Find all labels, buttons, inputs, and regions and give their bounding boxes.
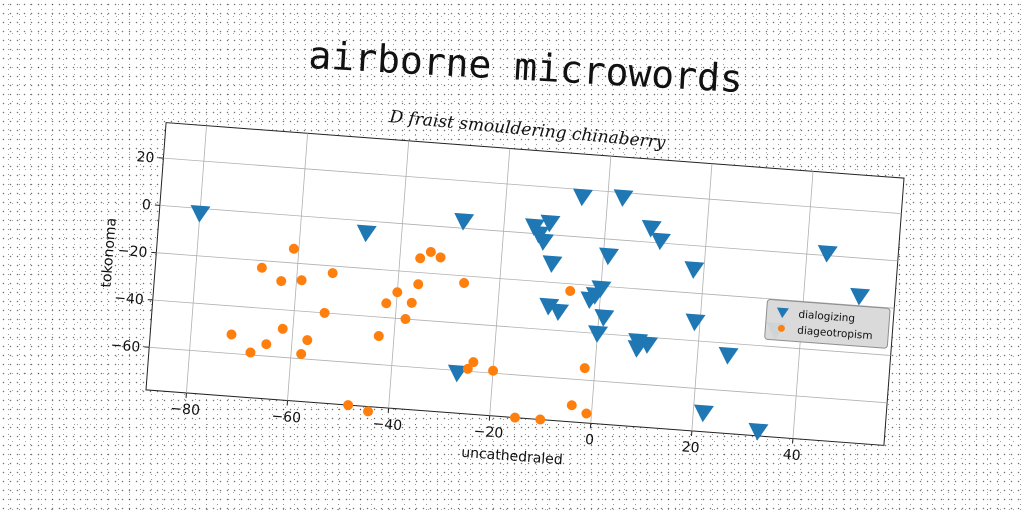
- data-point-diageotropism: [302, 335, 313, 346]
- y-grid-line: [152, 299, 891, 356]
- data-markers: [190, 188, 871, 441]
- grid-lines: [149, 125, 902, 439]
- data-point-diageotropism: [488, 365, 499, 376]
- data-point-dialogizing: [542, 255, 563, 273]
- data-point-dialogizing: [534, 233, 554, 251]
- data-point-dialogizing: [641, 219, 662, 238]
- data-point-diageotropism: [462, 363, 473, 374]
- data-point-diageotropism: [296, 275, 307, 286]
- data-point-dialogizing: [190, 204, 211, 223]
- data-point-diageotropism: [261, 339, 272, 350]
- data-point-dialogizing: [588, 325, 609, 343]
- data-point-diageotropism: [277, 323, 288, 334]
- data-point-diageotropism: [296, 348, 307, 359]
- data-point-diageotropism: [459, 277, 470, 288]
- y-axis-ticks: −60 −40 −20 0 20: [110, 149, 164, 356]
- x-grid-line: [186, 125, 207, 393]
- data-point-diageotropism: [413, 279, 424, 290]
- data-point-dialogizing: [638, 336, 659, 354]
- data-point-diageotropism: [392, 287, 403, 298]
- data-point-dialogizing: [599, 247, 619, 266]
- data-point-dialogizing: [693, 404, 714, 423]
- y-tick-label: 20: [136, 149, 155, 166]
- data-point-dialogizing: [591, 280, 612, 298]
- y-tick-label: −60: [110, 337, 141, 355]
- data-point-diageotropism: [509, 412, 520, 423]
- data-point-dialogizing: [539, 297, 560, 316]
- data-point-dialogizing: [613, 189, 634, 207]
- x-tick-label: −20: [473, 424, 504, 442]
- data-point-dialogizing: [684, 261, 705, 279]
- data-point-dialogizing: [850, 287, 871, 306]
- plot-frame: [145, 122, 905, 446]
- data-point-diageotropism: [256, 262, 267, 273]
- data-point-diageotropism: [415, 253, 426, 264]
- chart-title: airborne microwords: [307, 33, 743, 101]
- x-tick-label: 20: [681, 439, 700, 456]
- x-tick-label: −80: [170, 401, 201, 419]
- data-point-dialogizing: [594, 309, 615, 327]
- data-point-dialogizing: [651, 232, 671, 251]
- y-grid-line: [149, 346, 888, 404]
- data-point-dialogizing: [549, 303, 570, 321]
- data-point-diageotropism: [581, 408, 592, 419]
- data-point-diageotropism: [343, 400, 354, 411]
- data-point-dialogizing: [718, 346, 739, 365]
- legend: dialogizing diageotropism: [764, 298, 891, 349]
- data-point-diageotropism: [319, 307, 330, 318]
- legend-marker-dialogizing: [776, 307, 789, 319]
- y-tick-label: −20: [117, 243, 148, 261]
- data-point-dialogizing: [572, 188, 593, 207]
- data-point-diageotropism: [276, 276, 287, 287]
- data-point-diageotropism: [579, 363, 590, 374]
- data-point-diageotropism: [363, 406, 374, 417]
- data-point-diageotropism: [381, 298, 392, 309]
- legend-label-dialogizing: dialogizing: [798, 309, 855, 325]
- y-grid-line: [163, 157, 902, 214]
- x-tick-label: −60: [271, 408, 302, 426]
- plot-area: −80 −60 −40 −20 0 20 40 −60 −40 −20 0 20 uncathedr…: [99, 122, 905, 469]
- x-tick-label: 0: [584, 432, 594, 449]
- data-point-diageotropism: [245, 347, 256, 358]
- legend-box: [764, 298, 891, 349]
- data-point-diageotropism: [468, 357, 479, 368]
- x-grid-line: [691, 163, 713, 431]
- data-point-diageotropism: [327, 268, 338, 279]
- data-point-diageotropism: [425, 246, 436, 257]
- data-point-diageotropism: [226, 329, 237, 340]
- y-axis-label: tokonoma: [99, 217, 120, 288]
- data-point-diageotropism: [565, 285, 576, 296]
- legend-marker-diageotropism: [777, 324, 785, 332]
- data-point-diageotropism: [406, 297, 417, 308]
- data-point-diageotropism: [288, 243, 299, 254]
- data-point-dialogizing: [685, 313, 706, 332]
- x-axis-ticks: −80 −60 −40 −20 0 20 40: [170, 392, 801, 464]
- y-tick-label: −40: [114, 290, 145, 308]
- data-point-dialogizing: [454, 212, 475, 231]
- x-tick-label: −40: [372, 416, 403, 434]
- x-tick-label: 40: [782, 447, 801, 464]
- data-point-diageotropism: [435, 252, 446, 263]
- y-tick-label: 0: [141, 197, 151, 214]
- data-point-dialogizing: [540, 214, 561, 233]
- x-grid-line: [287, 133, 309, 401]
- data-point-dialogizing: [748, 422, 769, 441]
- data-point-dialogizing: [817, 244, 838, 263]
- legend-label-diageotropism: diageotropism: [797, 325, 873, 343]
- data-point-diageotropism: [373, 331, 384, 342]
- data-point-dialogizing: [356, 224, 377, 243]
- x-grid-line: [388, 140, 410, 409]
- data-point-diageotropism: [535, 414, 546, 425]
- data-point-diageotropism: [400, 314, 411, 325]
- data-point-diageotropism: [566, 400, 577, 411]
- y-grid-line: [156, 252, 895, 309]
- y-grid-line: [159, 205, 898, 262]
- x-axis-label: uncathedraled: [461, 445, 564, 469]
